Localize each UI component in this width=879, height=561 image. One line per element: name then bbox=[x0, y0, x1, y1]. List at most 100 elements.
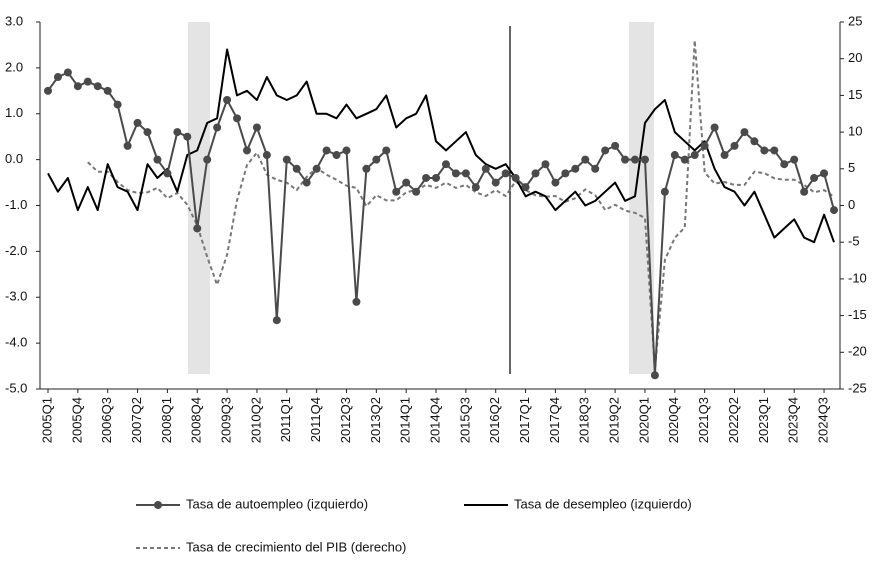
data-point bbox=[73, 82, 82, 91]
data-point bbox=[660, 187, 669, 196]
data-point bbox=[760, 146, 769, 155]
data-point bbox=[302, 178, 311, 187]
data-point bbox=[392, 187, 401, 196]
data-point bbox=[93, 82, 102, 91]
x-tick-label: 2005Q1 bbox=[39, 397, 54, 443]
data-point bbox=[720, 151, 729, 160]
data-point bbox=[461, 169, 470, 178]
data-point bbox=[382, 146, 391, 155]
data-point bbox=[690, 151, 699, 160]
x-tick-label: 2022Q2 bbox=[726, 397, 741, 443]
legend-label: Tasa de autoempleo (izquierdo) bbox=[186, 496, 368, 511]
data-point bbox=[700, 141, 709, 150]
y2-tick-label: -20 bbox=[848, 344, 867, 359]
data-point bbox=[322, 146, 331, 155]
data-point bbox=[750, 137, 759, 146]
x-tick-label: 2015Q3 bbox=[457, 397, 472, 443]
y2-tick-label: 5 bbox=[848, 160, 855, 175]
data-point bbox=[352, 297, 361, 306]
data-point bbox=[770, 146, 779, 155]
x-tick-label: 2020Q4 bbox=[666, 397, 681, 443]
y2-tick-label: -25 bbox=[848, 380, 867, 395]
data-point bbox=[223, 95, 232, 104]
data-point bbox=[820, 169, 829, 178]
data-point bbox=[233, 114, 242, 123]
y-tick-label: 1.0 bbox=[5, 105, 23, 120]
data-point bbox=[432, 173, 441, 182]
data-point bbox=[830, 206, 838, 215]
data-point bbox=[242, 146, 251, 155]
data-point bbox=[631, 155, 640, 164]
y-tick-label: 2.0 bbox=[5, 59, 23, 74]
data-point bbox=[521, 183, 530, 192]
data-point bbox=[292, 164, 301, 173]
data-point bbox=[203, 155, 212, 164]
x-tick-label: 2019Q2 bbox=[607, 397, 622, 443]
y-tick-label: 0.0 bbox=[5, 151, 23, 166]
x-tick-label: 2006Q3 bbox=[99, 397, 114, 443]
data-point bbox=[471, 183, 480, 192]
x-tick-label: 2017Q1 bbox=[517, 397, 532, 443]
x-tick-label: 2024Q3 bbox=[815, 397, 830, 443]
x-tick-label: 2020Q1 bbox=[636, 397, 651, 443]
data-point bbox=[412, 187, 421, 196]
y-tick-label: 3.0 bbox=[5, 13, 23, 28]
data-point bbox=[491, 178, 500, 187]
y-tick-label: -5.0 bbox=[5, 380, 27, 395]
data-point bbox=[650, 371, 659, 380]
series-line bbox=[87, 39, 835, 371]
x-tick-label: 2023Q1 bbox=[756, 397, 771, 443]
x-tick-label: 2016Q2 bbox=[487, 397, 502, 443]
data-point bbox=[362, 164, 371, 173]
data-point bbox=[780, 160, 789, 169]
series-line bbox=[47, 48, 835, 244]
x-tick-label: 2009Q3 bbox=[219, 397, 234, 443]
data-point bbox=[481, 164, 490, 173]
data-point bbox=[810, 173, 819, 182]
data-point bbox=[103, 86, 112, 95]
x-tick-label: 2014Q1 bbox=[398, 397, 413, 443]
x-tick-label: 2011Q1 bbox=[278, 397, 293, 442]
data-point bbox=[312, 164, 321, 173]
x-tick-label: 2011Q4 bbox=[308, 397, 323, 442]
series-line bbox=[47, 71, 835, 377]
y2-tick-label: 10 bbox=[848, 124, 862, 139]
y-tick-label: -1.0 bbox=[5, 197, 27, 212]
x-tick-label: 2021Q3 bbox=[696, 397, 711, 443]
y-tick-label: -3.0 bbox=[5, 289, 27, 304]
data-point bbox=[372, 155, 381, 164]
data-point bbox=[83, 77, 92, 86]
data-point bbox=[53, 73, 62, 82]
data-point bbox=[551, 178, 560, 187]
data-point bbox=[680, 155, 689, 164]
data-point bbox=[451, 169, 460, 178]
legend-label: Tasa de desempleo (izquierdo) bbox=[514, 496, 692, 511]
data-point bbox=[800, 187, 809, 196]
data-point bbox=[790, 155, 799, 164]
data-point bbox=[153, 155, 162, 164]
x-tick-label: 2008Q4 bbox=[189, 397, 204, 443]
legend-marker bbox=[154, 501, 162, 509]
data-point bbox=[541, 160, 550, 169]
data-point bbox=[531, 169, 540, 178]
y2-tick-label: 0 bbox=[848, 197, 855, 212]
data-point bbox=[730, 141, 739, 150]
data-point bbox=[571, 164, 580, 173]
plot-area: 3.0 2.0 1.0 0.0 -1.0 -2.0 -3.0 -4.0 -5.0 25 20 15 10… bbox=[5, 13, 867, 443]
y2-tick-label: -5 bbox=[848, 234, 860, 249]
data-point bbox=[611, 141, 620, 150]
data-point bbox=[113, 100, 122, 109]
data-point bbox=[581, 155, 590, 164]
data-point bbox=[262, 151, 271, 160]
x-tick-label: 2007Q2 bbox=[129, 397, 144, 443]
y-tick-label: -4.0 bbox=[5, 335, 27, 350]
data-point bbox=[501, 169, 510, 178]
data-point bbox=[173, 128, 182, 137]
data-point bbox=[123, 141, 132, 150]
data-point bbox=[621, 155, 630, 164]
x-tick-label: 2014Q4 bbox=[427, 397, 442, 443]
x-tick-label: 2023Q4 bbox=[786, 397, 801, 443]
data-point bbox=[402, 178, 411, 187]
